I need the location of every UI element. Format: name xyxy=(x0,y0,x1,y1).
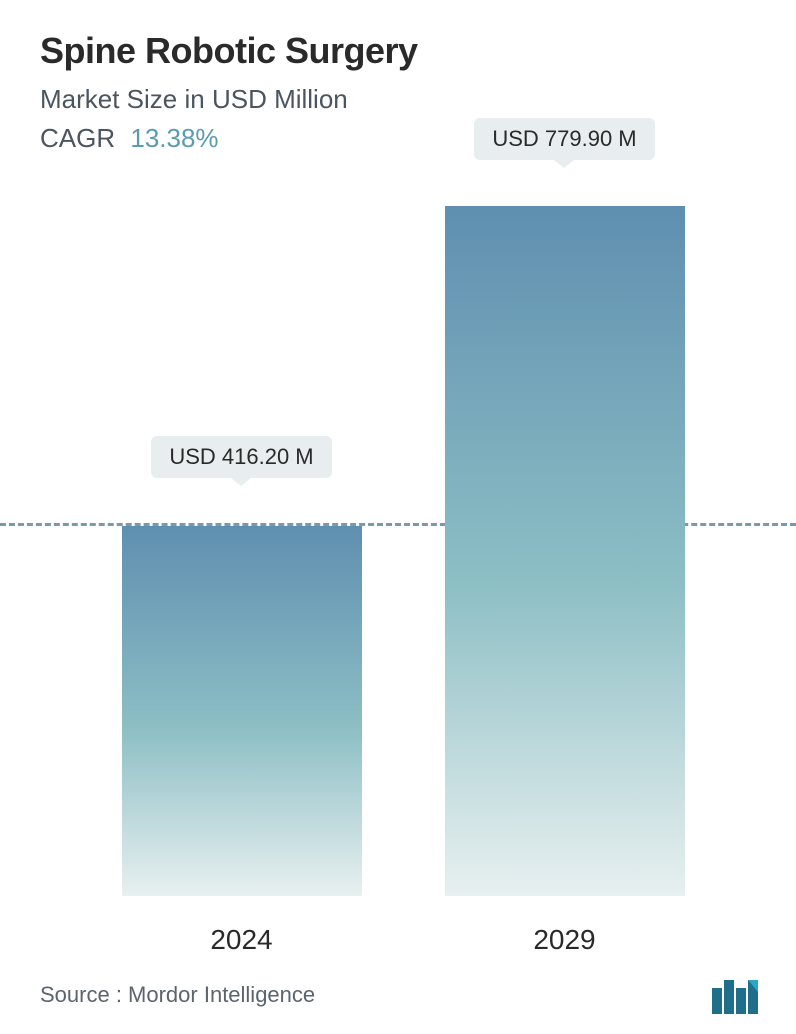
bar-2029 xyxy=(445,206,685,896)
cagr-label: CAGR xyxy=(40,123,115,153)
source-label: Source : Mordor Intelligence xyxy=(40,982,315,1008)
chart-area: USD 416.20 M USD 779.90 M 2024 2029 xyxy=(40,184,766,956)
bars-wrapper: USD 416.20 M USD 779.90 M xyxy=(40,184,766,896)
chart-container: Spine Robotic Surgery Market Size in USD… xyxy=(0,0,796,1034)
bar-2024 xyxy=(122,526,362,896)
x-label-2029: 2029 xyxy=(435,924,695,956)
bar-group-2029: USD 779.90 M xyxy=(435,206,695,896)
chart-subtitle: Market Size in USD Million xyxy=(40,84,766,115)
mordor-logo-icon xyxy=(710,976,766,1014)
bar-group-2024: USD 416.20 M xyxy=(112,526,372,896)
x-label-2024: 2024 xyxy=(112,924,372,956)
footer: Source : Mordor Intelligence xyxy=(40,966,766,1014)
value-label-2029: USD 779.90 M xyxy=(474,118,654,160)
cagr-line: CAGR 13.38% xyxy=(40,123,766,154)
cagr-value: 13.38% xyxy=(130,123,218,153)
value-label-2024: USD 416.20 M xyxy=(151,436,331,478)
chart-title: Spine Robotic Surgery xyxy=(40,30,766,72)
x-axis-labels: 2024 2029 xyxy=(40,924,766,956)
